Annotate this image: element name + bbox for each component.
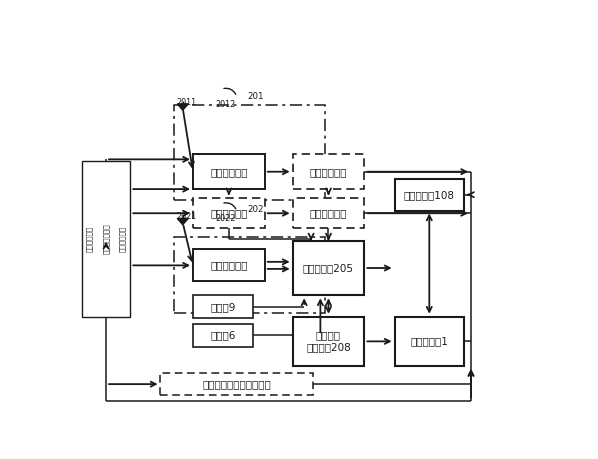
Text: 201: 201 [247, 92, 264, 101]
Text: 202: 202 [247, 205, 264, 214]
Bar [193, 250, 265, 281]
Polygon shape [177, 104, 188, 110]
Text: 历史信息
存储部件208: 历史信息 存储部件208 [306, 330, 351, 352]
Text: 2012: 2012 [215, 100, 236, 109]
Bar [395, 179, 464, 211]
Bar [292, 154, 364, 190]
Polygon shape [177, 218, 188, 225]
Bar [82, 161, 130, 317]
Text: 下置检测部件: 下置检测部件 [210, 260, 248, 270]
Text: 2022: 2022 [215, 213, 236, 223]
Bar [292, 241, 364, 296]
Bar [175, 237, 325, 313]
Text: 井筒位置检测: 井筒位置检测 [210, 208, 248, 218]
Text: 2011: 2011 [177, 98, 197, 107]
Text: 其他参数检测: 其他参数检测 [310, 208, 347, 218]
Text: 土壤、地质检测: 土壤、地质检测 [103, 224, 109, 254]
Text: 内控制部件205: 内控制部件205 [303, 263, 354, 273]
Bar [175, 105, 325, 200]
Bar [160, 373, 313, 395]
Text: 地下管线检测: 地下管线检测 [87, 226, 93, 252]
Bar [292, 198, 364, 228]
Text: 传感刨9: 传感刨9 [210, 302, 236, 312]
Bar [292, 317, 364, 366]
Bar [193, 296, 253, 319]
Bar [193, 154, 265, 190]
Text: 地面处理刖1: 地面处理刖1 [410, 336, 448, 347]
Text: 井筒状态检测: 井筒状态检测 [310, 167, 347, 177]
Text: 上置检测部件: 上置检测部件 [210, 167, 248, 177]
Text: 三级至多级信号接收装置: 三级至多级信号接收装置 [203, 379, 271, 389]
Bar [193, 324, 253, 347]
Text: 2021: 2021 [177, 212, 197, 221]
Bar [193, 198, 265, 228]
Text: 外控制部件108: 外控制部件108 [404, 190, 455, 200]
Text: 检测蜨6: 检测蜨6 [210, 330, 236, 340]
Text: 井筒完整检测: 井筒完整检测 [119, 226, 126, 252]
Bar [395, 317, 464, 366]
